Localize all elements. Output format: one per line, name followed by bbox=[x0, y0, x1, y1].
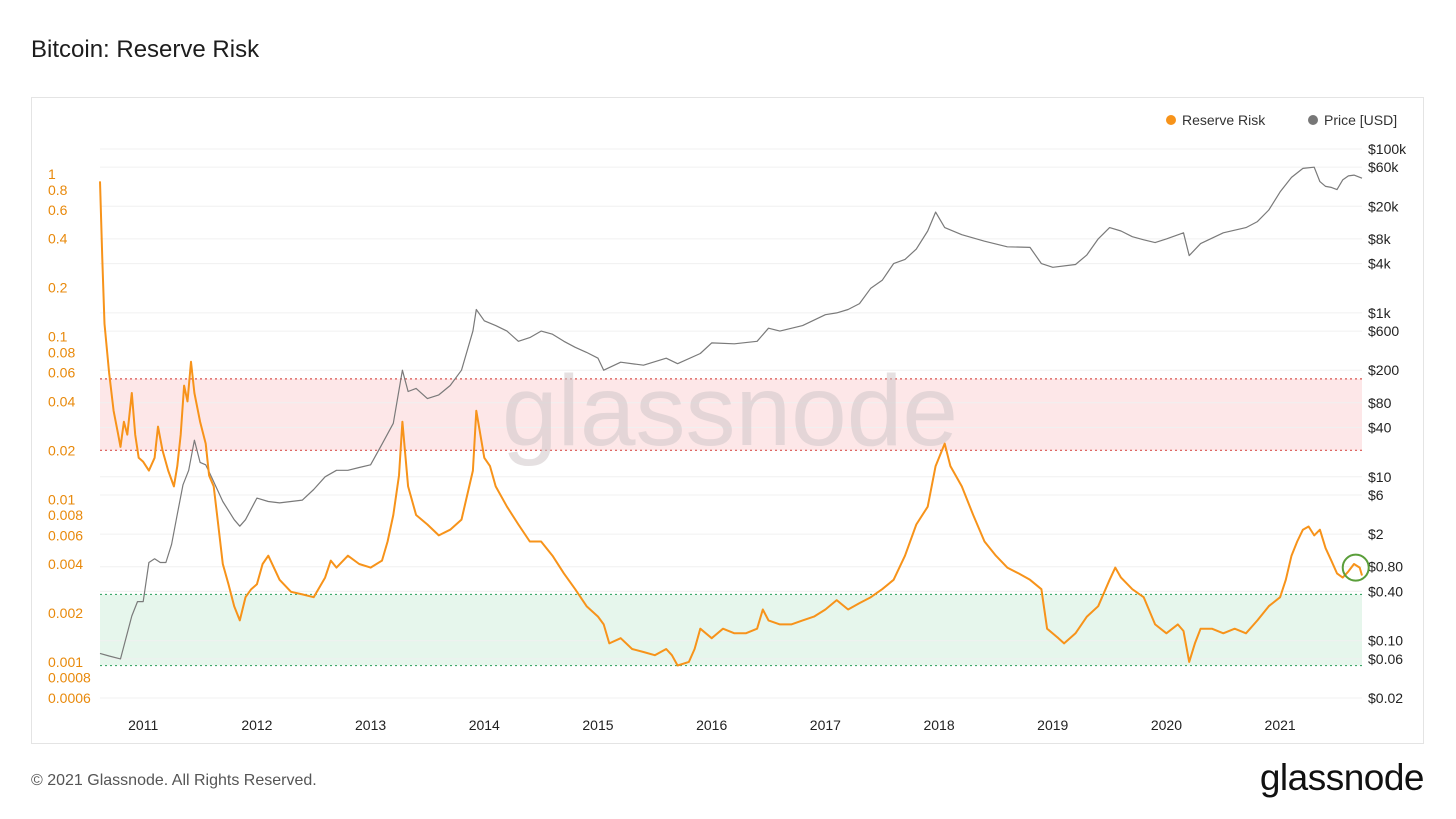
x-tick-label: 2014 bbox=[469, 717, 500, 733]
left-tick-label: 1 bbox=[48, 166, 56, 182]
legend-label-price[interactable]: Price [USD] bbox=[1324, 112, 1397, 128]
x-tick-label: 2018 bbox=[923, 717, 954, 733]
right-tick-label: $80 bbox=[1368, 395, 1392, 411]
right-tick-label: $20k bbox=[1368, 198, 1399, 214]
price-usd-line bbox=[99, 166, 1363, 660]
chart-frame bbox=[31, 97, 1424, 744]
right-tick-label: $2 bbox=[1368, 526, 1384, 542]
right-tick-label: $40 bbox=[1368, 419, 1392, 435]
right-tick-label: $100k bbox=[1368, 141, 1407, 157]
left-tick-label: 0.8 bbox=[48, 182, 68, 198]
x-tick-label: 2016 bbox=[696, 717, 727, 733]
left-tick-label: 0.2 bbox=[48, 280, 68, 296]
left-tick-label: 0.002 bbox=[48, 605, 83, 621]
right-tick-label: $4k bbox=[1368, 256, 1392, 272]
threshold-bands bbox=[100, 378, 1362, 667]
copyright-text: © 2021 Glassnode. All Rights Reserved. bbox=[31, 772, 317, 789]
price-series bbox=[99, 166, 1363, 660]
right-tick-label: $600 bbox=[1368, 323, 1399, 339]
left-tick-label: 0.0008 bbox=[48, 670, 91, 686]
legend-label-reserve-risk[interactable]: Reserve Risk bbox=[1182, 112, 1266, 128]
x-tick-label: 2015 bbox=[582, 717, 613, 733]
right-tick-label: $60k bbox=[1368, 159, 1399, 175]
right-axis: $100k $60k $20k $8k $4k $1k $600 $200 $80 $40 $10 $… bbox=[1368, 141, 1407, 706]
left-tick-label: 0.008 bbox=[48, 507, 83, 523]
reserve-risk-line bbox=[99, 181, 1363, 667]
page-title: Bitcoin: Reserve Risk bbox=[31, 36, 260, 63]
reserve-risk-series bbox=[99, 181, 1363, 667]
left-tick-label: 0.6 bbox=[48, 202, 68, 218]
right-tick-label: $10 bbox=[1368, 469, 1392, 485]
left-tick-label: 0.001 bbox=[48, 654, 83, 670]
x-tick-label: 2012 bbox=[241, 717, 272, 733]
right-tick-label: $0.80 bbox=[1368, 559, 1403, 575]
x-tick-label: 2020 bbox=[1151, 717, 1182, 733]
left-tick-label: 0.06 bbox=[48, 365, 75, 381]
right-tick-label: $0.02 bbox=[1368, 690, 1403, 706]
left-tick-label: 0.004 bbox=[48, 556, 83, 572]
left-tick-label: 0.02 bbox=[48, 442, 75, 458]
green-band bbox=[100, 594, 1362, 666]
x-tick-label: 2019 bbox=[1037, 717, 1068, 733]
x-tick-label: 2011 bbox=[128, 717, 158, 733]
left-tick-label: 0.01 bbox=[48, 491, 75, 507]
x-tick-label: 2013 bbox=[355, 717, 386, 733]
left-tick-label: 0.0006 bbox=[48, 690, 91, 706]
left-tick-label: 0.08 bbox=[48, 344, 75, 360]
watermark: glassnode bbox=[502, 355, 958, 467]
right-tick-label: $0.06 bbox=[1368, 651, 1403, 667]
glassnode-logo: glassnode bbox=[1259, 757, 1425, 798]
x-tick-label: 2017 bbox=[810, 717, 841, 733]
left-axis: 10.80.60.40.20.10.080.060.040.020.010.00… bbox=[48, 166, 91, 706]
right-tick-label: $0.10 bbox=[1368, 633, 1403, 649]
left-tick-label: 0.4 bbox=[48, 231, 68, 247]
x-tick-label: 2021 bbox=[1265, 717, 1296, 733]
highlight-circle bbox=[1341, 553, 1370, 582]
gridlines bbox=[100, 148, 1362, 699]
legend-marker-price bbox=[1308, 115, 1318, 125]
x-axis: 2011 2012 2013 2014 2015 2016 2017 2018 2019 2020… bbox=[128, 717, 1296, 733]
left-tick-label: 0.1 bbox=[48, 329, 68, 345]
right-tick-label: $0.40 bbox=[1368, 583, 1403, 599]
right-tick-label: $8k bbox=[1368, 231, 1392, 247]
legend-marker-reserve-risk bbox=[1166, 115, 1176, 125]
red-band bbox=[100, 378, 1362, 451]
right-tick-label: $6 bbox=[1368, 487, 1384, 503]
right-tick-label: $1k bbox=[1368, 305, 1392, 321]
right-tick-label: $200 bbox=[1368, 362, 1399, 378]
left-tick-label: 0.006 bbox=[48, 527, 83, 543]
left-tick-label: 0.04 bbox=[48, 393, 75, 409]
legend: Reserve Risk Price [USD] bbox=[1166, 112, 1397, 128]
